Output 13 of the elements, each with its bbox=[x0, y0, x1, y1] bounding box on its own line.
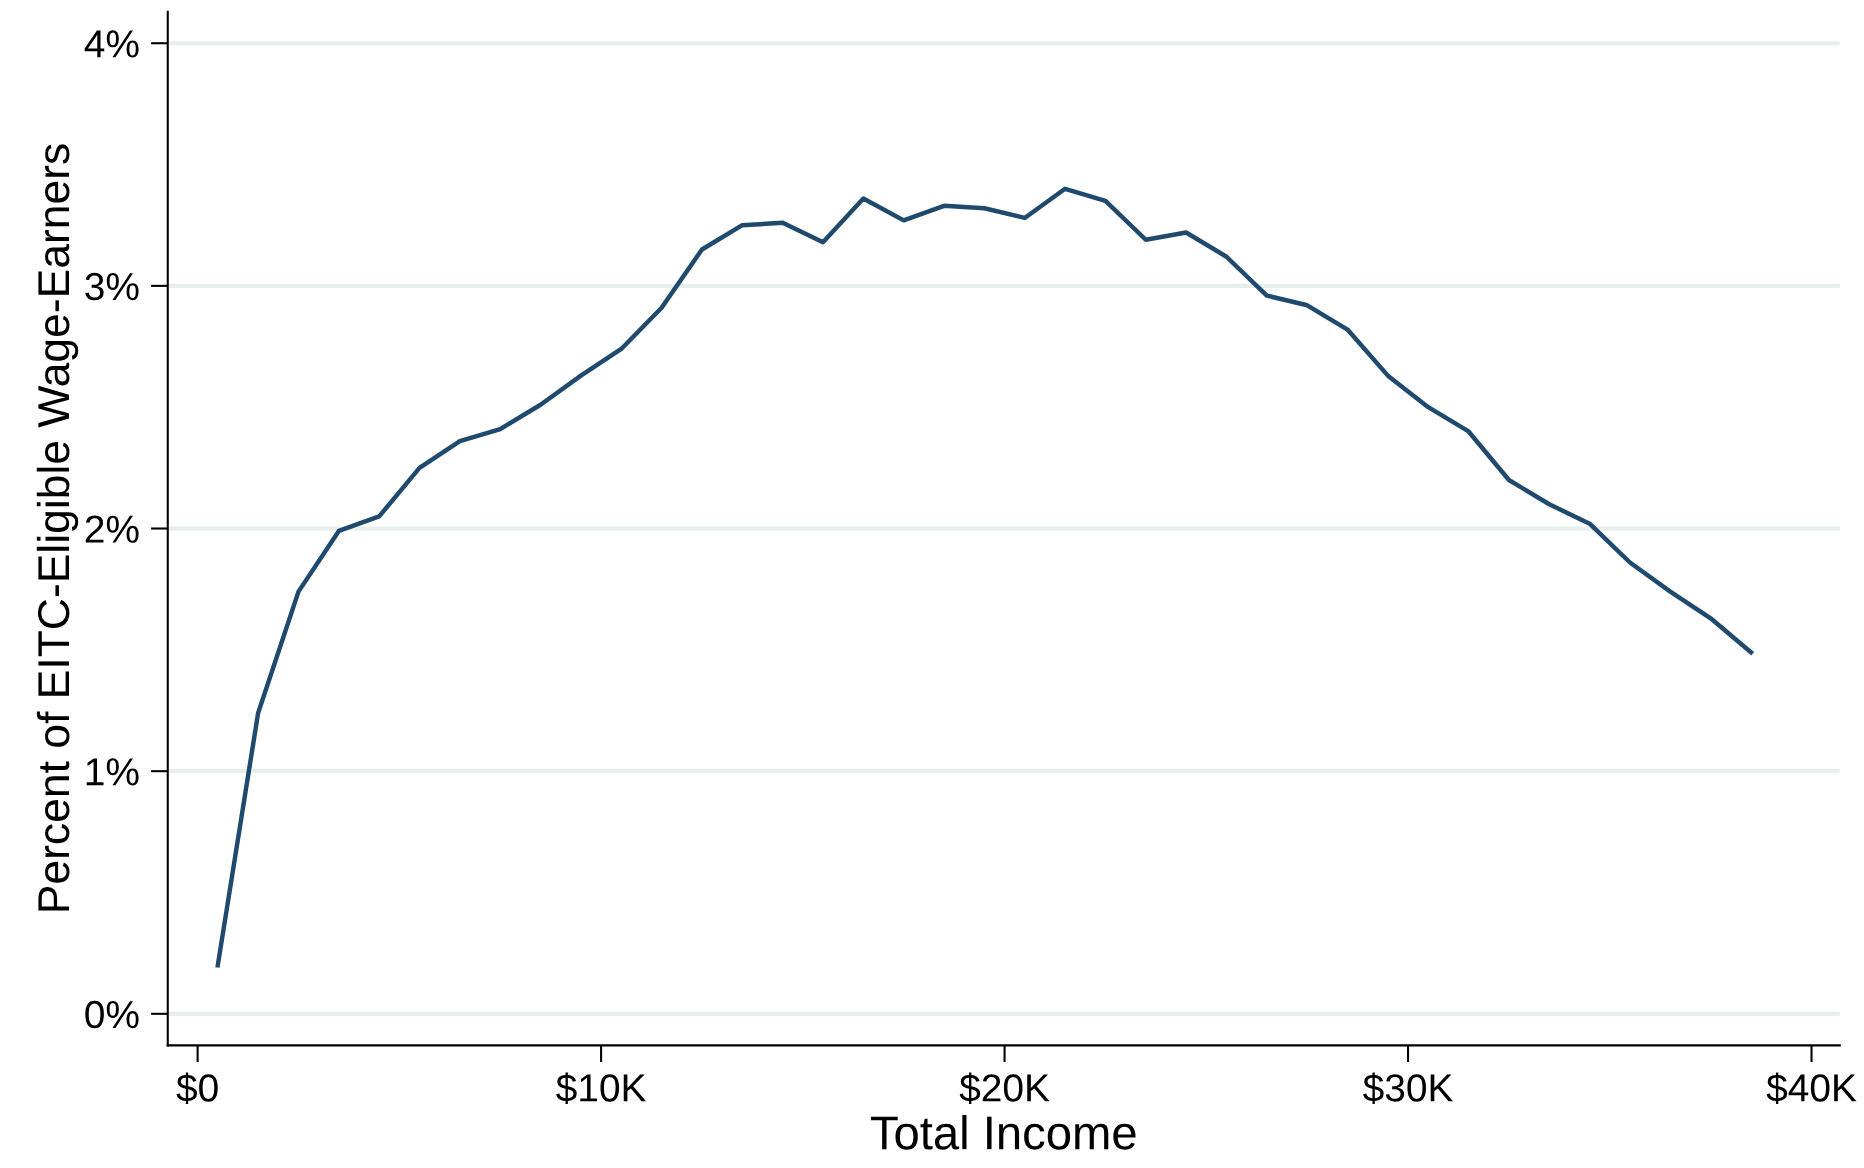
y-tick-label: 4% bbox=[84, 30, 139, 58]
x-tick-label: $40K bbox=[1766, 1072, 1857, 1105]
y-tick-label: 0% bbox=[85, 1000, 139, 1029]
x-tick-label: $0 bbox=[176, 1072, 218, 1105]
line-series bbox=[215, 186, 1754, 968]
y-tick-label: 3% bbox=[85, 272, 139, 301]
x-tick-label: $20K bbox=[959, 1072, 1050, 1105]
x-tick-label: $10K bbox=[556, 1072, 647, 1105]
x-tick-label: $30K bbox=[1363, 1072, 1454, 1105]
y-axis-title: Percent of EITC-Eligible Wage-Earners bbox=[36, 144, 79, 911]
y-tick-label: 1% bbox=[86, 758, 139, 786]
y-tick-label: 2% bbox=[85, 515, 139, 543]
x-axis-title: Total Income bbox=[870, 1114, 1136, 1150]
